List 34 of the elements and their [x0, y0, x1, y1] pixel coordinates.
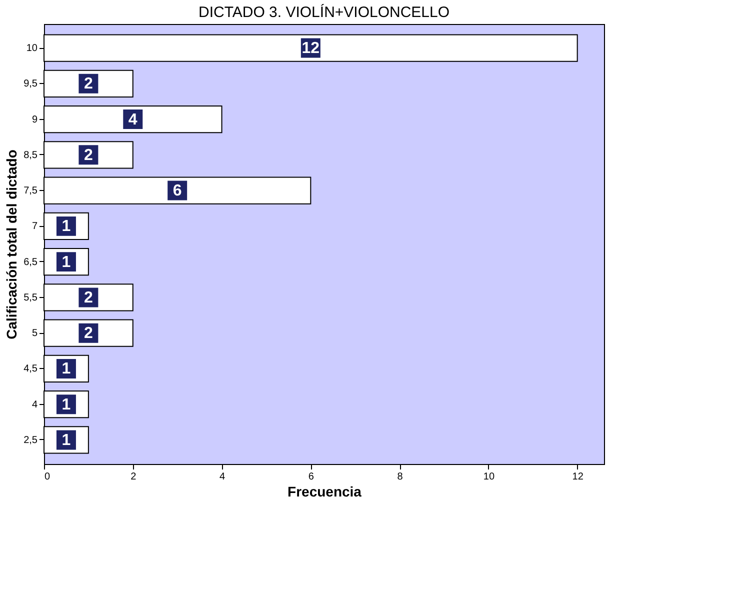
data-label: 12 — [302, 40, 320, 58]
y-tick-label: 6,5 — [24, 256, 38, 268]
x-axis-title: Frecuencia — [288, 484, 362, 500]
x-tick-label: 12 — [572, 472, 584, 482]
y-tick-label: 5 — [32, 328, 38, 340]
data-label: 1 — [62, 254, 71, 271]
y-tick-label: 9 — [32, 114, 38, 126]
y-tick-label: 9,5 — [24, 78, 38, 90]
x-tick-label: 0 — [44, 472, 50, 482]
x-tick-label: 6 — [308, 472, 314, 482]
data-label: 2 — [84, 289, 93, 306]
x-tick-label: 2 — [130, 472, 137, 482]
y-tick-label: 7,5 — [24, 186, 38, 197]
y-tick-label: 10 — [26, 43, 38, 54]
y-tick-label: 7 — [32, 221, 38, 232]
y-axis-title: Calificación total del dictado — [4, 150, 20, 340]
data-label: 6 — [172, 182, 182, 200]
x-tick-label: 4 — [219, 472, 226, 482]
x-tick-label: 8 — [397, 472, 404, 482]
data-label: 1 — [62, 218, 71, 236]
y-tick-label: 4 — [32, 399, 38, 410]
data-label: 1 — [62, 360, 71, 378]
data-label: 2 — [84, 325, 93, 342]
data-label: 4 — [128, 111, 138, 128]
data-label: 2 — [84, 146, 93, 164]
y-tick-label: 2,5 — [24, 434, 38, 446]
data-label: 1 — [62, 396, 71, 414]
data-label: 1 — [62, 432, 71, 449]
y-tick-label: 4,5 — [24, 364, 38, 375]
data-label: 2 — [84, 76, 93, 93]
x-tick-label: 10 — [483, 472, 495, 482]
y-tick-label: 5,5 — [24, 292, 38, 304]
y-tick-label: 8,5 — [24, 150, 38, 161]
chart-title: DICTADO 3. VIOLÍN+VIOLONCELLO — [198, 3, 450, 21]
